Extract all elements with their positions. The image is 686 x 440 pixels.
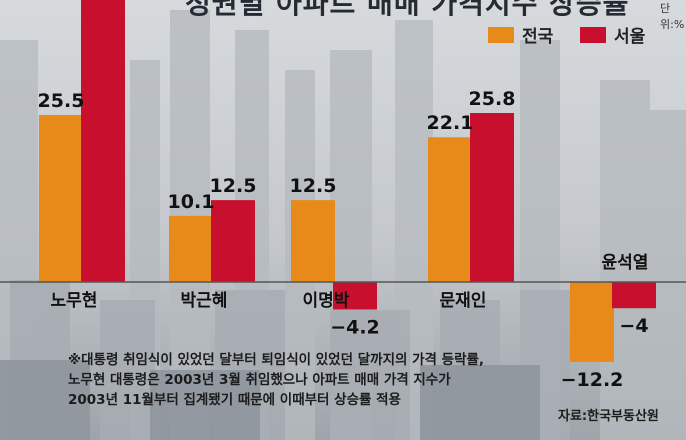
bar-national-0 [39, 114, 83, 282]
unit-label: 단위:% [660, 2, 685, 31]
footnote-line-3: 2003년 11월부터 집계됐기 때문에 이때부터 상승률 적용 [68, 392, 401, 408]
legend-swatch-seoul [580, 26, 606, 43]
category-labels-layer: 노무현 박근혜 이명박 문재인 윤석열 [51, 253, 649, 311]
category-label-3: 문재인 [440, 291, 487, 311]
footnote: ※대통령 취임식이 있었던 달부터 퇴임식이 있었던 달까지의 가격 등락률, … [68, 350, 588, 410]
bar-national-3 [428, 137, 472, 282]
bar-national-2 [291, 200, 335, 282]
legend-label-national: 전국 [522, 27, 554, 47]
bars-layer [39, 0, 656, 362]
value-label-national-3: 22.1 [427, 112, 474, 134]
bar-seoul-0 [81, 0, 125, 282]
source-label: 자료:한국부동산원 [558, 409, 659, 424]
bar-national-1 [169, 215, 213, 282]
value-label-national-0: 25.5 [38, 90, 85, 112]
legend-item-seoul: 서울 [580, 22, 645, 47]
legend-item-national: 전국 [488, 22, 553, 47]
bar-national-4 [570, 282, 614, 362]
category-label-4: 윤석열 [602, 253, 649, 273]
bar-seoul-4 [612, 282, 656, 309]
category-label-2: 이명박 [303, 291, 350, 311]
labels-layer: 25.510.112.522.1−12.245.012.5−4.225.8−4 [38, 88, 649, 391]
legend-swatch-national [488, 26, 514, 43]
value-label-national-2: 12.5 [290, 175, 337, 197]
value-label-national-1: 10.1 [168, 191, 215, 213]
bar-seoul-1 [211, 200, 255, 282]
value-label-national-4: −12.2 [561, 369, 624, 391]
value-label-seoul-4: −4 [619, 315, 648, 337]
category-label-0: 노무현 [51, 291, 98, 311]
category-label-1: 박근혜 [181, 291, 228, 311]
footnote-line-1: ※대통령 취임식이 있었던 달부터 퇴임식이 있었던 달까지의 가격 등락률, [68, 352, 485, 368]
value-label-seoul-3: 25.8 [469, 88, 516, 110]
value-label-seoul-2: −4.2 [330, 317, 380, 339]
bar-seoul-3 [470, 113, 514, 282]
legend-label-seoul: 서울 [614, 27, 646, 47]
chart-title: 정권별 아파트 매매 가격지수 상승률 [185, 0, 630, 20]
footnote-line-2: 노무현 대통령은 2003년 3월 취임했으나 아파트 매매 가격 지수가 [68, 372, 451, 388]
value-label-seoul-1: 12.5 [210, 175, 257, 197]
bar-seoul-2 [333, 282, 377, 310]
